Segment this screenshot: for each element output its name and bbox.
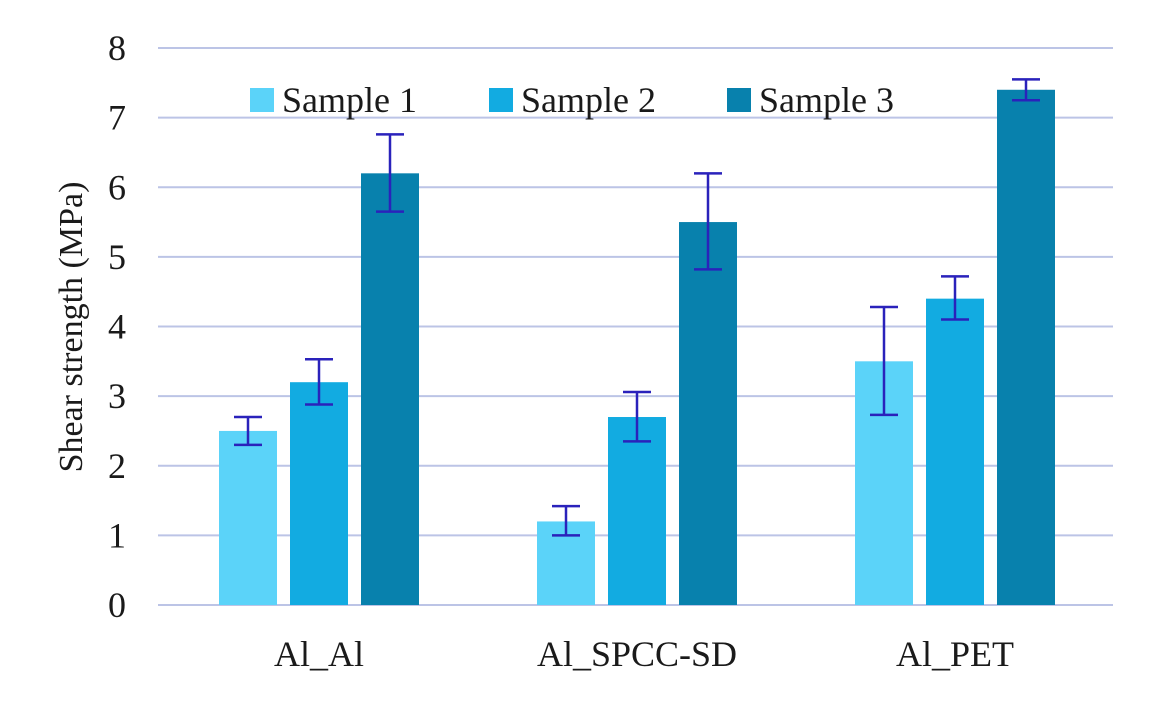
error-bar [870,305,898,417]
legend-label: Sample 3 [759,80,894,120]
bar-sample-3-al-al [361,173,419,605]
error-bars [234,78,1040,537]
legend: Sample 1 Sample 2 Sample 3 [250,80,894,120]
y-tick-label: 3 [108,376,126,416]
bar-sample-2-al-al [290,382,348,605]
error-bar [234,415,262,447]
error-bar [623,390,651,443]
legend-swatch [727,88,751,112]
legend-label: Sample 2 [521,80,656,120]
legend-item-sample-3: Sample 3 [727,80,894,120]
error-bar [376,133,404,213]
legend-item-sample-2: Sample 2 [489,80,656,120]
y-tick-label: 2 [108,446,126,486]
x-tick-label: Al_Al [274,634,364,674]
y-tick-label: 6 [108,167,126,207]
legend-item-sample-1: Sample 1 [250,80,417,120]
legend-label: Sample 1 [282,80,417,120]
y-tick-label: 8 [108,28,126,68]
bar-sample-3-al-spcc-sd [679,222,737,605]
y-tick-label: 7 [108,98,126,138]
legend-swatch [250,88,274,112]
legend-swatch [489,88,513,112]
error-bar [552,504,580,537]
y-tick-label: 5 [108,237,126,277]
y-axis-tick-labels: 0 1 2 3 4 5 6 7 8 [108,28,126,625]
bar-sample-2-al-spcc-sd [608,417,666,605]
bars [219,89,1055,605]
error-bar [1012,78,1040,102]
error-bar [941,275,969,321]
bar-sample-3-al-pet [997,89,1055,605]
error-bar [305,357,333,406]
y-tick-label: 1 [108,515,126,555]
y-tick-label: 4 [108,307,126,347]
bar-sample-2-al-pet [926,298,984,605]
y-tick-label: 0 [108,585,126,625]
x-axis-tick-labels: Al_Al Al_SPCC-SD Al_PET [274,634,1014,674]
error-bar [694,172,722,271]
y-axis-title: Shear strength (MPa) [53,182,90,473]
x-tick-label: Al_SPCC-SD [537,634,737,674]
x-tick-label: Al_PET [896,634,1014,674]
bar-sample-1-al-al [219,430,277,605]
